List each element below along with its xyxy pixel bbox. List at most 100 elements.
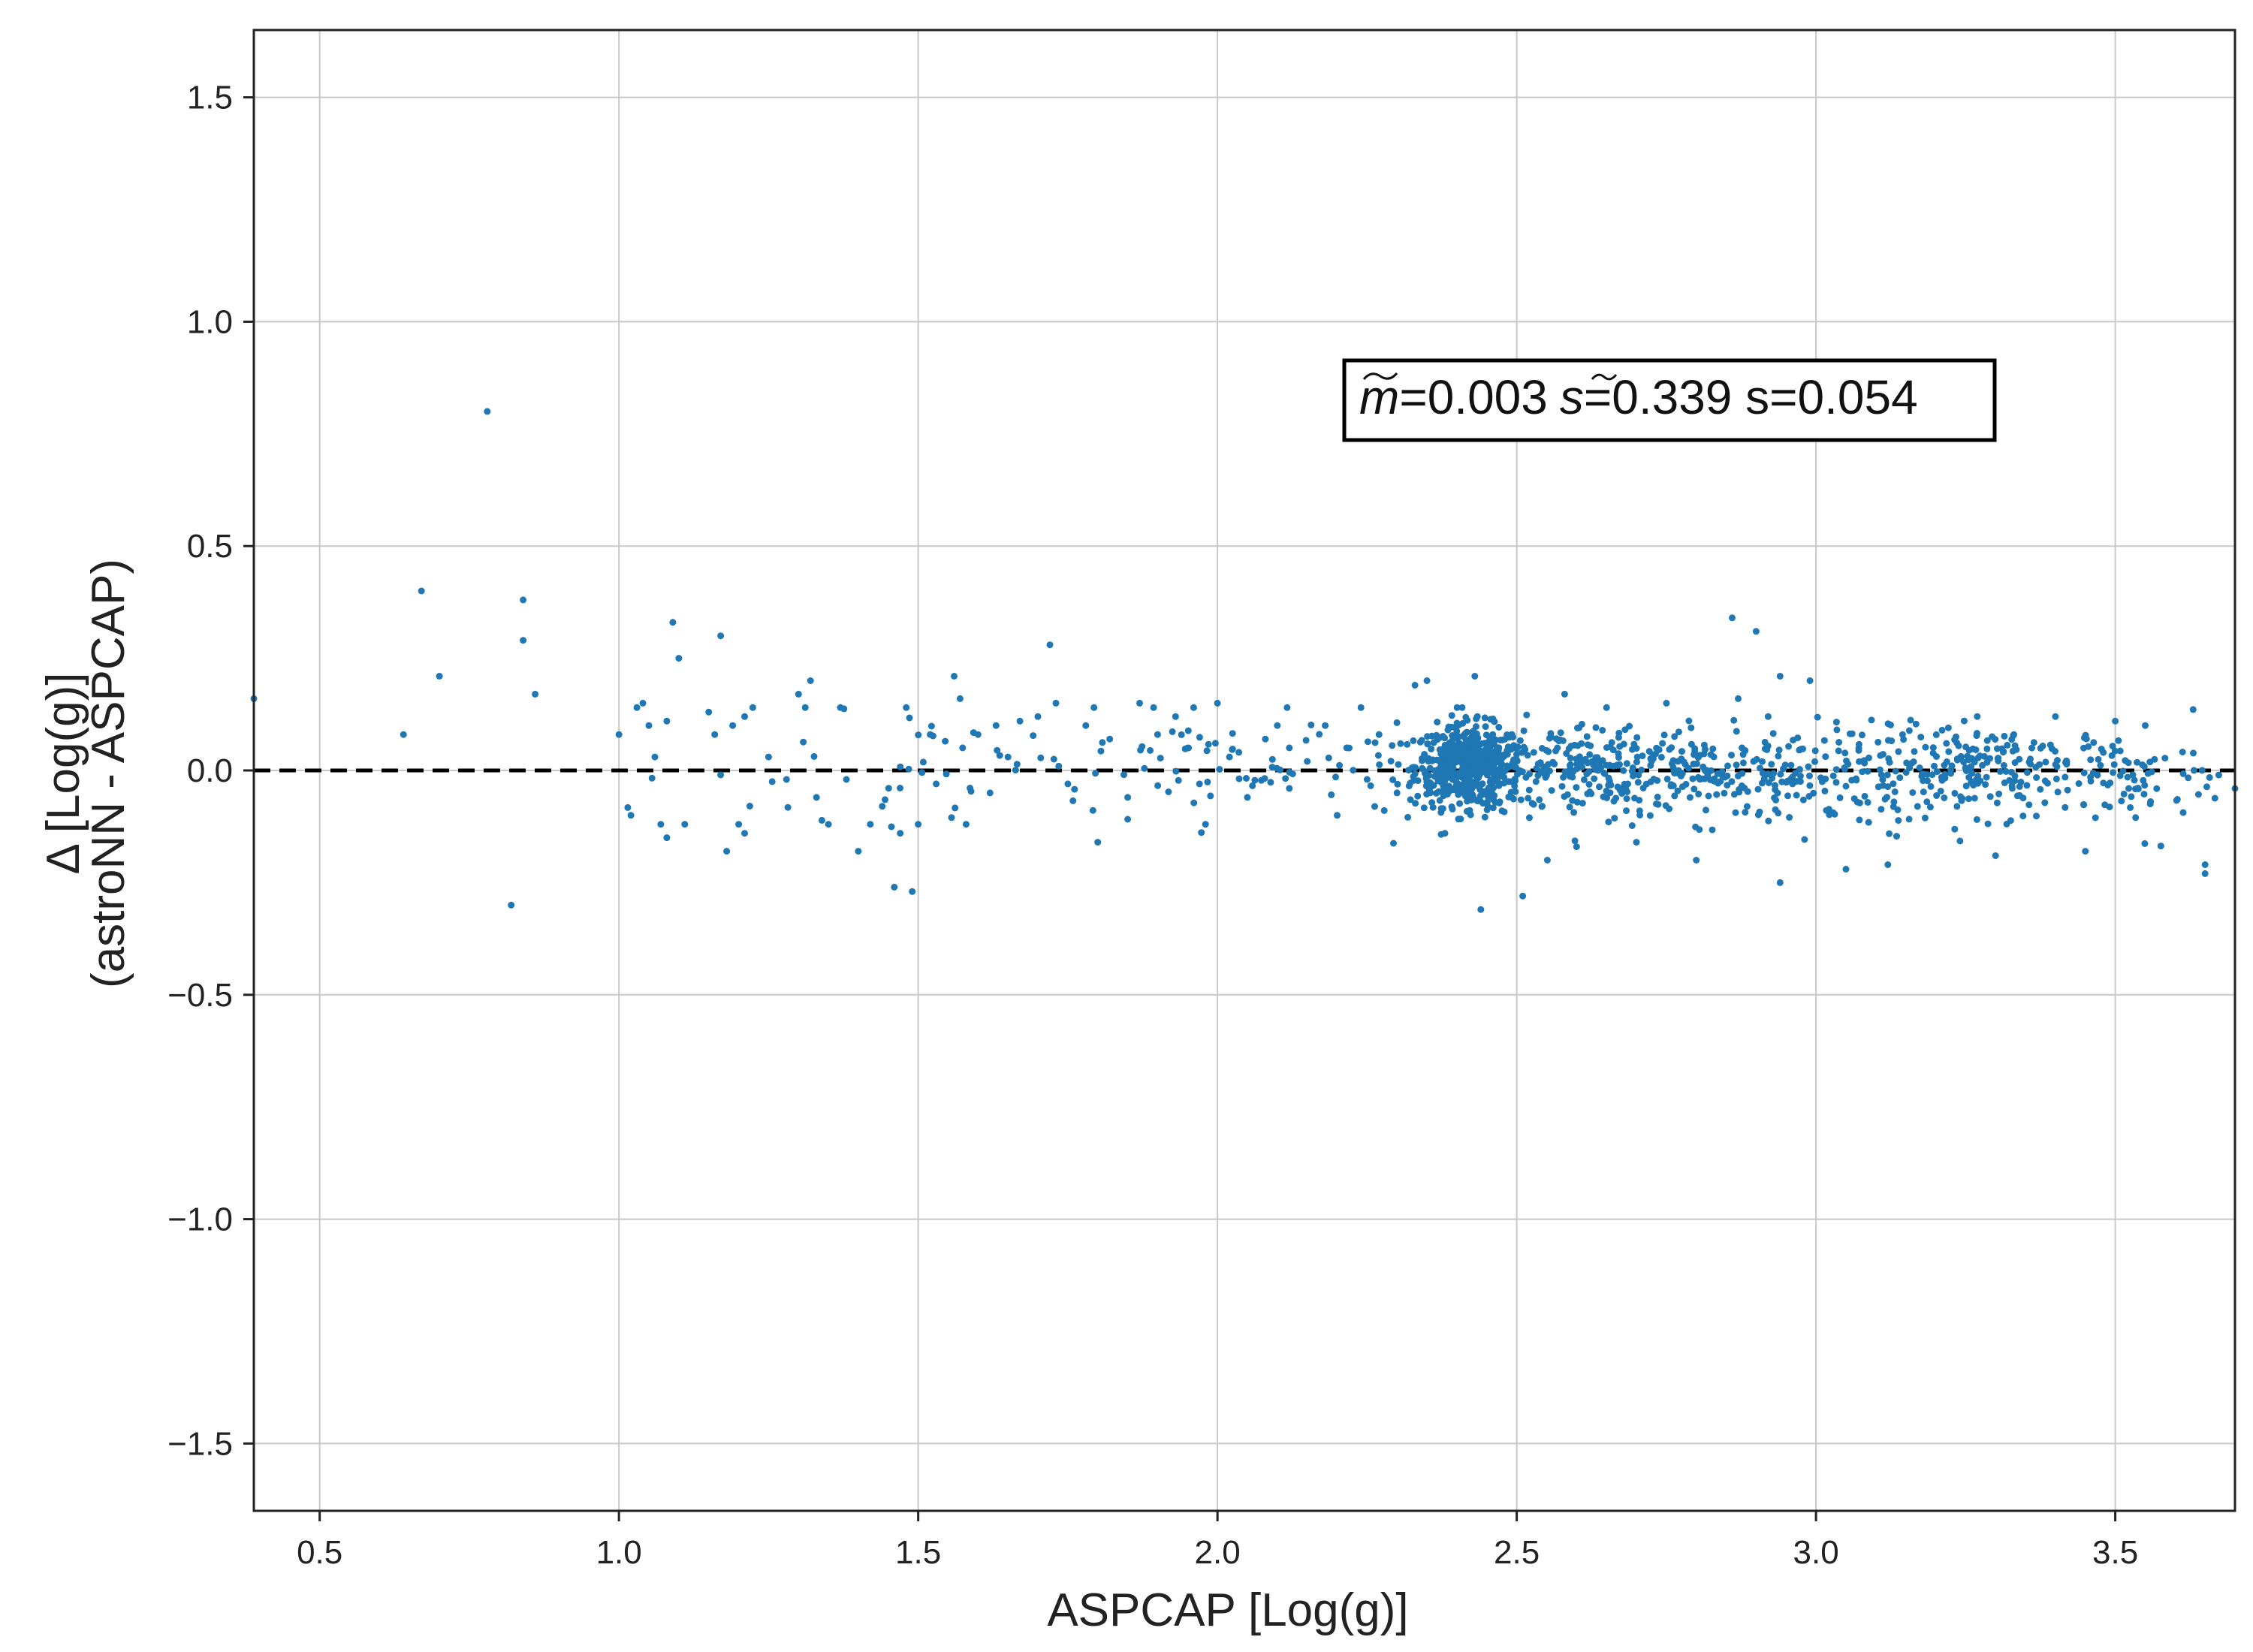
data-point	[1633, 745, 1640, 752]
data-point	[1563, 749, 1570, 757]
data-point	[1941, 774, 1949, 782]
data-point	[746, 803, 753, 809]
data-point	[1251, 776, 1259, 784]
data-point	[1262, 735, 1269, 743]
data-point	[1423, 677, 1431, 684]
data-point	[1434, 719, 1441, 726]
data-point	[1842, 782, 1850, 790]
data-point	[1841, 764, 1848, 771]
data-point	[1526, 814, 1533, 821]
data-point	[532, 690, 539, 698]
data-point	[1669, 782, 1677, 789]
data-point	[2032, 764, 2040, 771]
data-point	[2087, 756, 2095, 764]
data-point	[1636, 807, 1643, 815]
data-point	[2124, 773, 2131, 781]
data-point	[1659, 740, 1666, 747]
data-point	[1548, 787, 1555, 794]
data-point	[1494, 776, 1501, 783]
data-point	[1992, 736, 1999, 743]
data-point	[992, 722, 1000, 729]
data-point	[1735, 695, 1742, 702]
data-point	[1666, 746, 1673, 753]
data-point	[903, 704, 910, 711]
data-point	[800, 738, 807, 746]
data-point	[1829, 772, 1837, 779]
data-point	[1483, 761, 1491, 769]
data-point	[1567, 761, 1574, 768]
data-point	[1190, 799, 1198, 806]
x-tick-label: 1.5	[895, 1534, 941, 1571]
data-point	[717, 632, 725, 640]
data-point	[2134, 758, 2141, 766]
data-point	[1393, 789, 1401, 797]
data-point	[1448, 737, 1455, 745]
data-point	[1444, 726, 1452, 734]
data-point	[657, 821, 665, 828]
data-point	[1859, 768, 1866, 776]
data-point	[2110, 761, 2118, 768]
data-point	[1405, 782, 1413, 790]
data-point	[1374, 752, 1382, 759]
data-point	[1878, 771, 1885, 779]
data-point	[1856, 816, 1863, 824]
data-point	[2054, 788, 2061, 796]
data-point	[1120, 771, 1127, 779]
data-point	[1267, 779, 1274, 786]
data-point	[1364, 738, 1371, 746]
data-point	[1628, 822, 1636, 829]
data-point	[1069, 797, 1077, 804]
data-point	[2198, 767, 2206, 774]
data-point	[943, 770, 950, 778]
data-point	[1184, 727, 1192, 734]
data-point	[1574, 725, 1581, 731]
data-point	[1968, 755, 1975, 762]
data-point	[1693, 857, 1700, 864]
data-point	[1332, 773, 1339, 781]
data-point	[1380, 806, 1388, 814]
y-tick-label: −1.5	[167, 1425, 233, 1462]
data-point	[1410, 737, 1417, 744]
data-point	[1440, 766, 1447, 773]
data-point	[1462, 713, 1470, 721]
data-point	[1437, 734, 1443, 741]
data-point	[1124, 794, 1132, 801]
data-point	[1703, 806, 1709, 814]
stats-s-tilde-symbol: s	[1560, 370, 1584, 424]
data-point	[1504, 762, 1511, 770]
data-point	[1495, 724, 1503, 731]
data-point	[1784, 792, 1791, 800]
data-point	[1510, 795, 1517, 803]
data-point	[1674, 787, 1681, 794]
data-point	[2063, 758, 2071, 766]
data-point	[1634, 779, 1642, 786]
data-point	[813, 794, 820, 801]
data-point	[2185, 774, 2192, 782]
data-point	[1274, 722, 1281, 729]
data-point	[1532, 778, 1540, 785]
data-point	[1671, 733, 1678, 740]
data-point	[795, 690, 802, 698]
data-point	[1927, 782, 1935, 790]
data-point	[1511, 782, 1519, 790]
data-point	[2179, 809, 2187, 816]
data-point	[1147, 746, 1154, 754]
data-point	[2107, 779, 2114, 787]
data-point	[1960, 717, 1968, 725]
data-point	[1426, 764, 1434, 772]
data-point	[1951, 736, 1959, 743]
data-point	[1513, 751, 1520, 758]
data-point	[1422, 774, 1430, 782]
data-point	[1443, 791, 1450, 798]
data-point	[1013, 761, 1021, 768]
data-point	[801, 704, 809, 711]
data-point	[1455, 815, 1462, 823]
data-point	[1993, 799, 2001, 806]
data-point	[1645, 748, 1653, 755]
data-point	[1491, 758, 1499, 766]
data-point	[1325, 754, 1332, 761]
data-point	[2206, 773, 2213, 781]
data-point	[1865, 818, 1872, 826]
data-point	[1304, 758, 1311, 765]
data-point	[1190, 704, 1197, 711]
